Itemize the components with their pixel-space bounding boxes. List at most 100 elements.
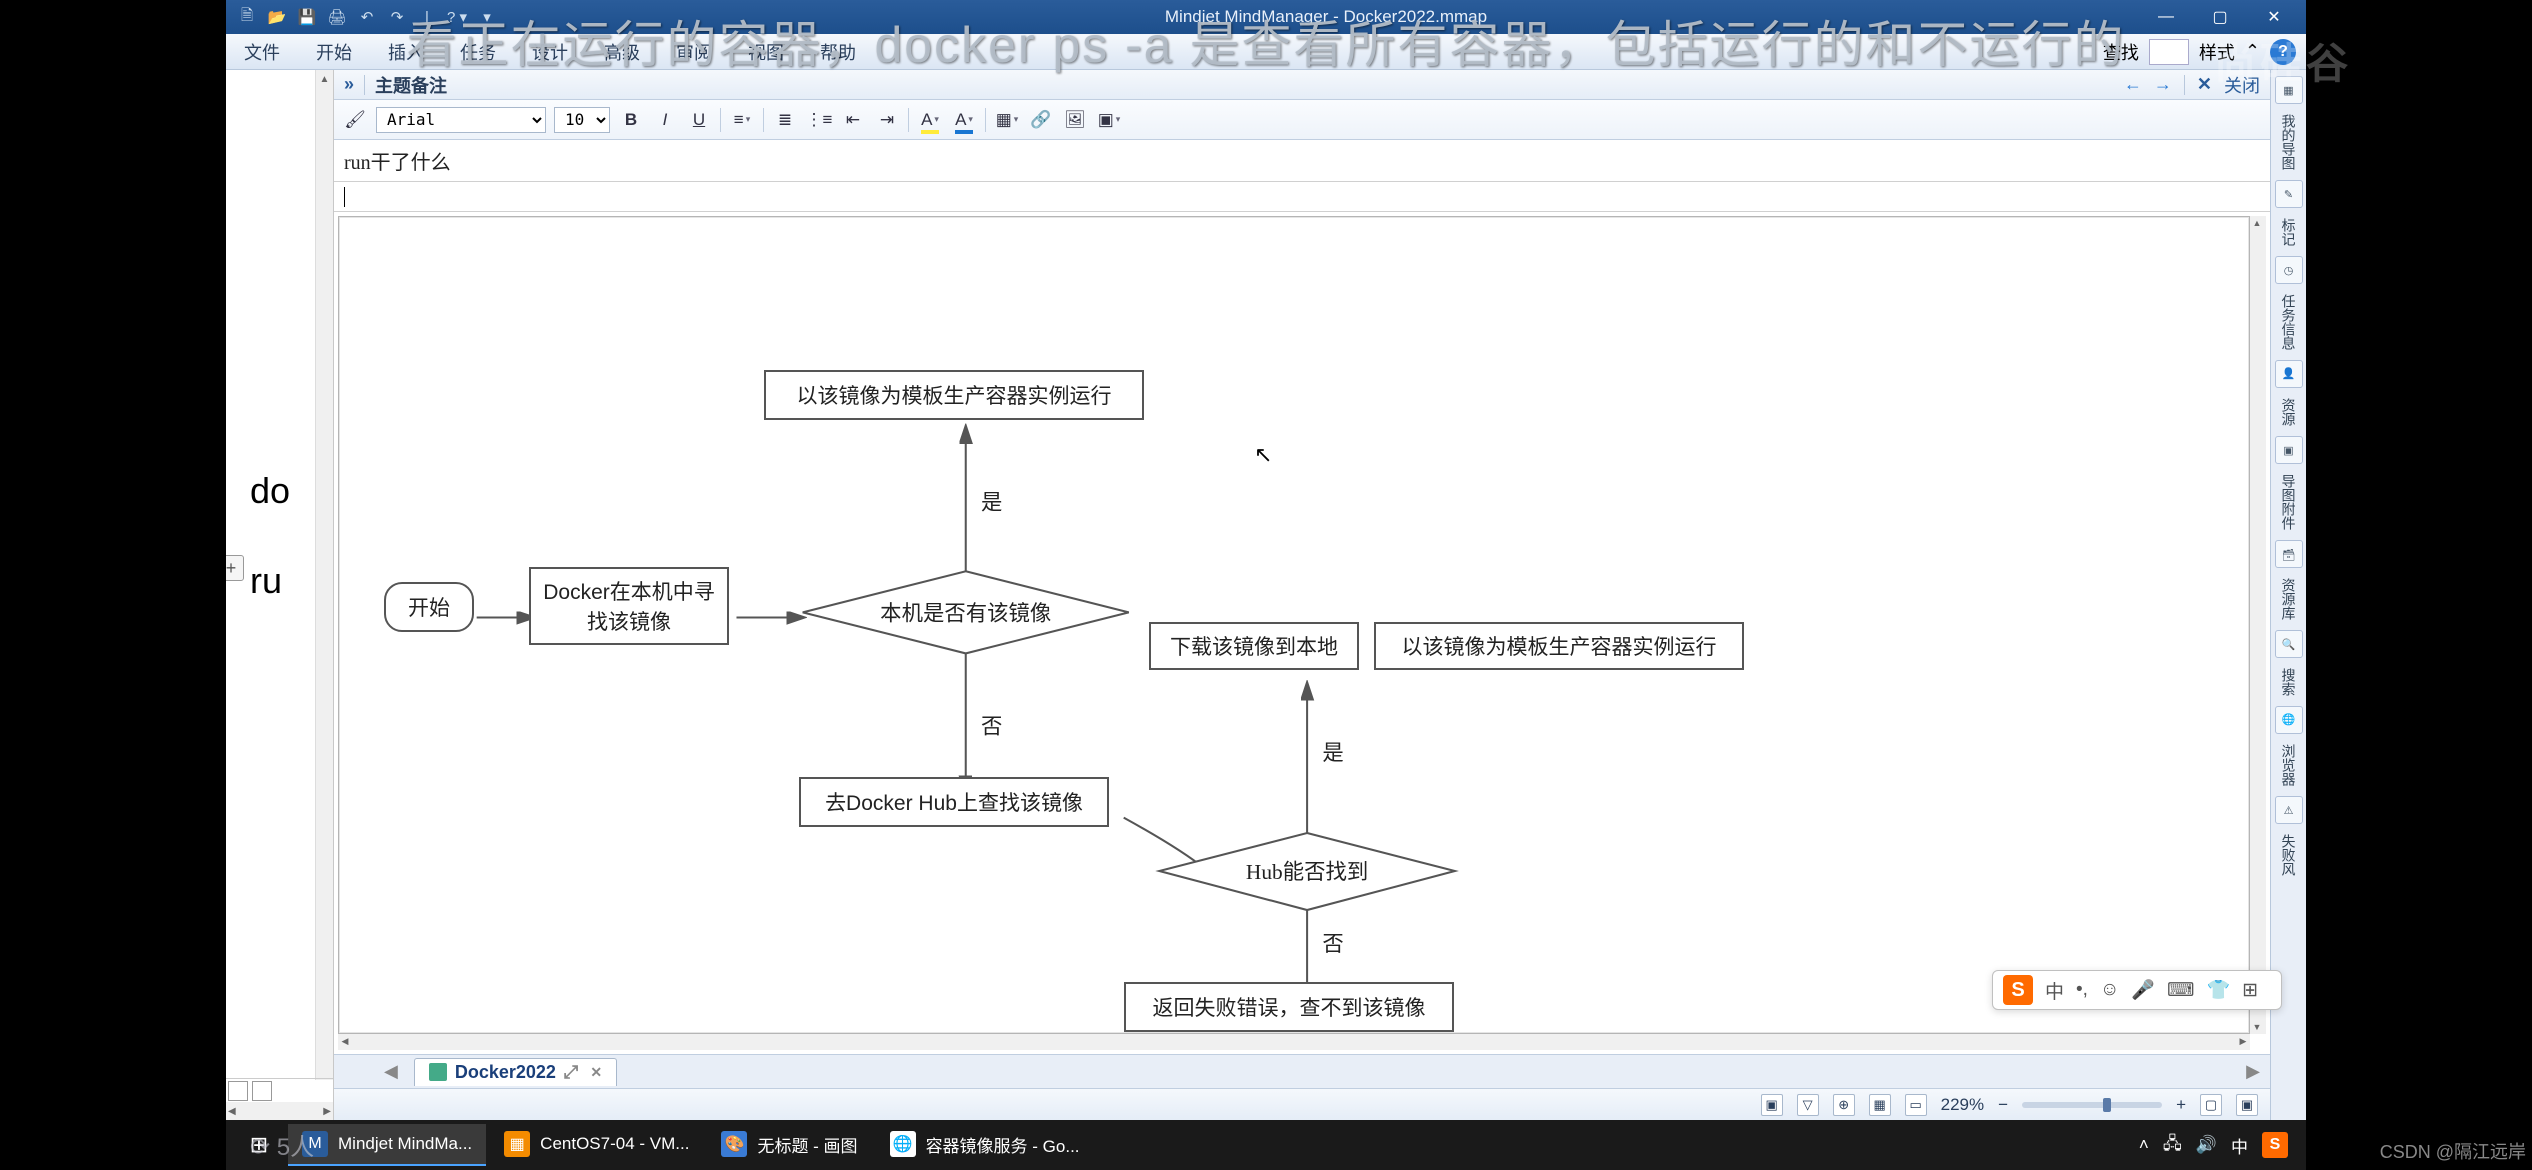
flowchart-canvas[interactable]: 本机是否有该镜像 是 否 Hub能否找到 是 bbox=[334, 211, 2270, 1054]
rail-search-icon[interactable]: 🔍 bbox=[2275, 630, 2303, 658]
rail-browse-icon[interactable]: 🌐 bbox=[2275, 706, 2303, 734]
font-color-button[interactable]: A bbox=[951, 107, 977, 133]
notes-chevron-icon[interactable]: » bbox=[344, 74, 354, 95]
taskbar-item-mindmanager[interactable]: M Mindjet MindMa... bbox=[288, 1124, 486, 1166]
rail-risk-icon[interactable]: ⚠ bbox=[2275, 796, 2303, 824]
outline-item-1[interactable]: do bbox=[250, 470, 290, 512]
note-body[interactable] bbox=[334, 182, 2270, 211]
zoom-in-icon[interactable]: + bbox=[2176, 1095, 2186, 1115]
bullet-list-icon[interactable]: ⋮≡ bbox=[806, 107, 832, 133]
object-icon[interactable]: ▣ bbox=[1096, 107, 1122, 133]
rail-risk-label[interactable]: 失败风 bbox=[2279, 830, 2299, 880]
link-icon[interactable]: 🔗 bbox=[1028, 107, 1054, 133]
ime-toolbar[interactable]: S 中 •, ☺ 🎤 ⌨ 👕 ⊞ bbox=[1992, 970, 2282, 1010]
italic-button[interactable]: I bbox=[652, 107, 678, 133]
csdn-watermark: CSDN @隔江远岸 bbox=[2380, 1138, 2526, 1164]
rail-mymaps-label[interactable]: 我的导图 bbox=[2279, 110, 2299, 174]
canvas-vscroll[interactable]: ▲▼ bbox=[2250, 216, 2266, 1034]
bold-button[interactable]: B bbox=[618, 107, 644, 133]
ime-lang[interactable]: 中 bbox=[2045, 977, 2064, 1004]
taskbar-item-chrome[interactable]: 🌐 容器镜像服务 - Go... bbox=[876, 1124, 1094, 1166]
taskbar-label-3: 容器镜像服务 - Go... bbox=[926, 1132, 1080, 1157]
numbered-list-icon[interactable]: ≣ bbox=[772, 107, 798, 133]
rail-task-icon[interactable]: ◷ bbox=[2275, 256, 2303, 284]
rail-parts-icon[interactable]: ▣ bbox=[2275, 436, 2303, 464]
font-size-select[interactable]: 10 bbox=[554, 107, 610, 133]
table-icon[interactable]: ▦ bbox=[994, 107, 1020, 133]
tray-sogou-icon[interactable]: S bbox=[2262, 1132, 2288, 1158]
indent-icon[interactable]: ⇥ bbox=[874, 107, 900, 133]
node-hub-search[interactable]: 去Docker Hub上查找该镜像 bbox=[799, 777, 1109, 827]
taskbar-item-paint[interactable]: 🎨 无标题 - 画图 bbox=[707, 1124, 871, 1166]
rail-marker-label[interactable]: 标记 bbox=[2279, 214, 2299, 250]
format-painter-icon[interactable]: 🖌 bbox=[342, 107, 368, 133]
highlight-color-button[interactable]: A bbox=[917, 107, 943, 133]
outline-item-2[interactable]: ru bbox=[250, 560, 282, 602]
ime-keyboard-icon[interactable]: ⌨ bbox=[2167, 979, 2194, 1002]
outline-view-1[interactable] bbox=[228, 1081, 248, 1101]
sb-target-icon[interactable]: ⊕ bbox=[1833, 1094, 1855, 1116]
system-tray: ˄ 🖧 🔊 中 S bbox=[2139, 1131, 2298, 1160]
sb-ruler-icon[interactable]: ▭ bbox=[1905, 1094, 1927, 1116]
doc-tab-icon bbox=[429, 1063, 447, 1081]
zoom-out-icon[interactable]: − bbox=[1998, 1095, 2008, 1115]
underline-button[interactable]: U bbox=[686, 107, 712, 133]
outdent-icon[interactable]: ⇤ bbox=[840, 107, 866, 133]
rail-res-label[interactable]: 资源 bbox=[2279, 394, 2299, 430]
rail-res-icon[interactable]: 👤 bbox=[2275, 360, 2303, 388]
outline-hscroll[interactable]: ◀▶ bbox=[226, 1102, 333, 1120]
notes-prev-icon[interactable]: ← bbox=[2124, 74, 2142, 95]
statusbar: ▣ ▽ ⊕ ▦ ▭ 229% − + ▢ ▣ bbox=[334, 1088, 2270, 1120]
zoom-level: 229% bbox=[1941, 1095, 1984, 1115]
sb-mode1-icon[interactable]: ▢ bbox=[2200, 1094, 2222, 1116]
outline-view-buttons[interactable] bbox=[226, 1078, 333, 1102]
image-icon[interactable]: 🖼 bbox=[1062, 107, 1088, 133]
format-toolbar: 🖌 Arial 10 B I U ≡ ≣ ⋮≡ ⇤ ⇥ A A ▦ 🔗 🖼 bbox=[334, 100, 2270, 140]
rail-browse-label[interactable]: 浏览器 bbox=[2279, 740, 2299, 790]
rail-task-label[interactable]: 任务信息 bbox=[2279, 290, 2299, 354]
outline-panel: ▲ do + ru ◀▶ bbox=[226, 70, 334, 1120]
node-download[interactable]: 下载该镜像到本地 bbox=[1149, 622, 1359, 670]
doc-tab-pin-icon[interactable]: ⤢ bbox=[564, 1062, 578, 1083]
ime-punct-icon[interactable]: •, bbox=[2076, 979, 2088, 1001]
mindmanager-window: 🗎 📂 💾 🖨 ↶ ↷ | ? ▾ ▾ Mindjet MindManager … bbox=[226, 0, 2306, 1120]
doc-tab-close-icon[interactable]: ✕ bbox=[590, 1064, 602, 1081]
ime-voice-icon[interactable]: 🎤 bbox=[2131, 978, 2155, 1002]
tab-prev-icon[interactable]: ◀ bbox=[384, 1061, 398, 1082]
canvas-hscroll[interactable]: ◀▶ bbox=[338, 1034, 2250, 1050]
rail-db-icon[interactable]: 🗃 bbox=[2275, 540, 2303, 568]
sb-fit-icon[interactable]: ▦ bbox=[1869, 1094, 1891, 1116]
node-local-search[interactable]: Docker在本机中寻找该镜像 bbox=[529, 567, 729, 645]
node-run-top[interactable]: 以该镜像为模板生产容器实例运行 bbox=[764, 370, 1144, 420]
sb-filter-icon[interactable]: ▽ bbox=[1797, 1094, 1819, 1116]
overlay-people-count: ⟳ 5人 bbox=[250, 1127, 314, 1162]
zoom-slider[interactable] bbox=[2022, 1102, 2162, 1108]
sb-mode2-icon[interactable]: ▣ bbox=[2236, 1094, 2258, 1116]
taskbar-item-vmware[interactable]: ▦ CentOS7-04 - VM... bbox=[490, 1124, 703, 1166]
tray-ime-lang[interactable]: 中 bbox=[2231, 1133, 2248, 1158]
node-fail[interactable]: 返回失败错误，查不到该镜像 bbox=[1124, 982, 1454, 1032]
document-tab[interactable]: Docker2022 ⤢ ✕ bbox=[414, 1058, 617, 1086]
document-tabstrip: ◀ Docker2022 ⤢ ✕ ▶ bbox=[334, 1054, 2270, 1088]
notes-next-icon[interactable]: → bbox=[2154, 74, 2172, 95]
tray-up-icon[interactable]: ˄ bbox=[2139, 1135, 2149, 1155]
rail-parts-label[interactable]: 导图附件 bbox=[2279, 470, 2299, 534]
rail-search-label[interactable]: 搜索 bbox=[2279, 664, 2299, 700]
notes-close-icon[interactable]: ✕ bbox=[2197, 74, 2212, 95]
node-run-2[interactable]: 以该镜像为模板生产容器实例运行 bbox=[1374, 622, 1744, 670]
ime-tools-icon[interactable]: ⊞ bbox=[2242, 979, 2258, 1002]
align-button[interactable]: ≡ bbox=[729, 107, 755, 133]
ime-emoji-icon[interactable]: ☺ bbox=[2100, 979, 2119, 1001]
tab-next-icon[interactable]: ▶ bbox=[2246, 1061, 2260, 1082]
outline-vscroll[interactable]: ▲ bbox=[315, 70, 333, 1080]
tray-network-icon[interactable]: 🖧 bbox=[2163, 1131, 2182, 1160]
ime-skin-icon[interactable]: 👕 bbox=[2206, 978, 2230, 1002]
outline-view-2[interactable] bbox=[252, 1081, 272, 1101]
ime-sogou-icon[interactable]: S bbox=[2003, 975, 2033, 1005]
font-family-select[interactable]: Arial bbox=[376, 107, 546, 133]
tray-volume-icon[interactable]: 🔊 bbox=[2196, 1135, 2217, 1155]
sb-view-icon[interactable]: ▣ bbox=[1761, 1094, 1783, 1116]
node-start[interactable]: 开始 bbox=[384, 582, 474, 632]
rail-marker-icon[interactable]: ✎ bbox=[2275, 180, 2303, 208]
rail-db-label[interactable]: 资源库 bbox=[2279, 574, 2299, 624]
